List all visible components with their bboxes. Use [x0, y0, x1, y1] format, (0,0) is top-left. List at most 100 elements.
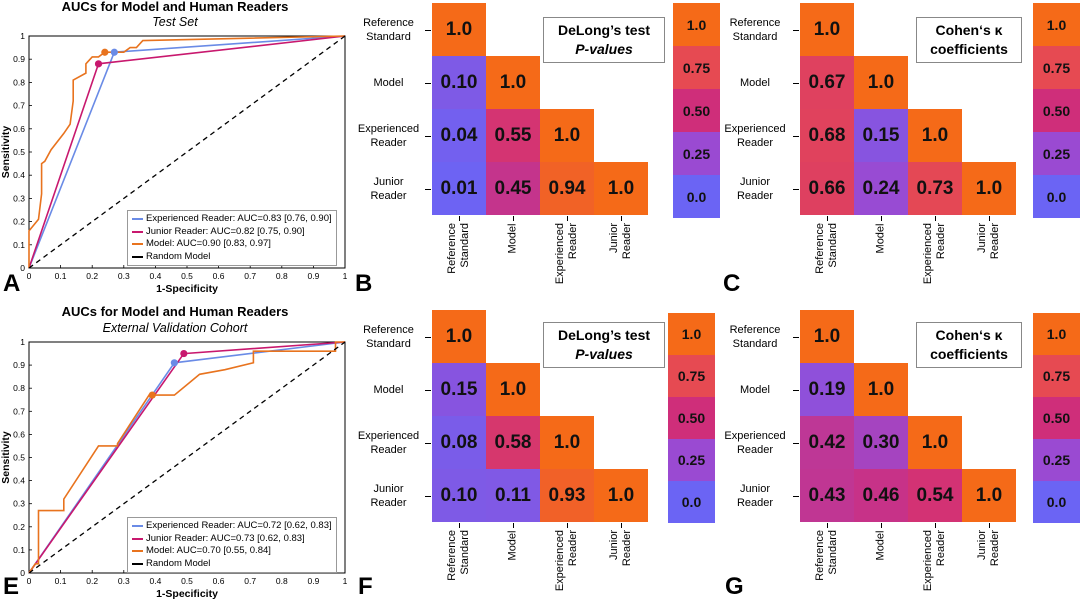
y-tick-label: 0.5: [13, 453, 25, 463]
col-label: Reference Standard: [446, 530, 472, 602]
heatmap-cell: 1.0: [962, 469, 1016, 522]
x-axis-label: 1-Specificity: [156, 283, 218, 295]
y-tick-label: 0: [20, 263, 25, 273]
row-label: Model: [355, 383, 422, 397]
row-label: Experienced Reader: [355, 429, 422, 457]
row-tick: [425, 442, 431, 444]
legend-label: Experienced Reader: AUC=0.83 [0.76, 0.90…: [146, 213, 332, 224]
y-tick-label: 0.5: [13, 147, 25, 157]
col-label-line: Junior: [608, 223, 620, 253]
operating-point-junior: [180, 349, 188, 358]
row-label-line: Experienced: [357, 122, 420, 135]
heatmap-cell: 0.19: [800, 363, 854, 416]
col-label-line: Standard: [827, 223, 839, 268]
heatmap-cell: 0.46: [854, 469, 908, 522]
legend-item-junior: Junior Reader: AUC=0.82 [0.75, 0.90]: [132, 226, 332, 239]
row-tick: [425, 495, 431, 497]
col-label: Reference Standard: [446, 223, 472, 295]
col-tick: [567, 523, 568, 528]
legend-item-experienced: Experienced Reader: AUC=0.83 [0.76, 0.90…: [132, 213, 332, 226]
operating-point-experienced: [110, 48, 118, 56]
panel-letter: G: [725, 573, 744, 600]
legend-item-random: Random Model: [132, 558, 332, 571]
legend-item-junior: Junior Reader: AUC=0.73 [0.62, 0.83]: [132, 533, 332, 546]
row-label-line: Reader: [370, 189, 407, 202]
heatmap-cell: 1.0: [800, 3, 854, 56]
row-label: Model: [355, 76, 422, 90]
panel-letter: A: [3, 270, 21, 297]
row-label: Junior Reader: [355, 175, 422, 203]
colorbar: 1.0 0.75 0.50 0.25 0.0: [673, 3, 720, 218]
x-tick-label: 0.8: [276, 576, 288, 586]
y-tick-label: 0.3: [13, 499, 25, 509]
y-tick-label: 0.7: [13, 406, 25, 416]
title-line-2: P-values: [575, 41, 633, 57]
legend-label: Experienced Reader: AUC=0.72 [0.62, 0.83…: [146, 520, 332, 531]
y-tick-label: 0.8: [13, 77, 25, 87]
y-axis-label: Sensitivity: [0, 126, 12, 179]
colorbar-segment: 0.50: [1033, 89, 1080, 132]
x-tick-label: 0.1: [55, 576, 67, 586]
row-label: Experienced Reader: [720, 122, 790, 150]
heatmap-cell: 0.55: [486, 109, 540, 162]
title-line-2: coefficients: [930, 346, 1008, 362]
x-tick-label: 0: [27, 271, 32, 281]
row-label-line: Standard: [366, 30, 411, 43]
heatmap-cell: 1.0: [486, 363, 540, 416]
x-tick-label: 0.6: [213, 576, 225, 586]
col-tick: [827, 216, 828, 221]
row-label-line: Reader: [736, 189, 774, 202]
x-tick-label: 0.5: [181, 576, 193, 586]
colorbar-segment: 0.0: [1033, 175, 1080, 218]
roc-chart-external: 0 0.1 0.2 0.3 0.4 0.5 0.6 0.7 0.8 0.9 1 0 0.1 0.2 0.3 0…: [0, 337, 348, 600]
colorbar-segment: 0.75: [673, 46, 720, 89]
col-label-line: Experienced: [922, 223, 934, 285]
row-tick: [793, 135, 799, 137]
colorbar-segment: 0.50: [1033, 397, 1080, 439]
roc-series-random: [28, 341, 346, 574]
col-tick: [935, 216, 936, 221]
colorbar-segment: 0.50: [673, 89, 720, 132]
row-label: Reference Standard: [355, 16, 422, 44]
row-label-line: Experienced: [357, 429, 420, 442]
panel-letter: F: [358, 573, 373, 600]
col-label-line: Reference: [814, 530, 826, 581]
col-label-line: Model: [506, 223, 519, 253]
colorbar-segment: 0.0: [673, 175, 720, 218]
col-tick: [513, 523, 514, 528]
heatmap-cell: 1.0: [800, 310, 854, 363]
legend-label: Random Model: [146, 557, 211, 569]
x-axis-label: 1-Specificity: [156, 588, 218, 600]
col-tick: [935, 523, 936, 528]
panel-letter: C: [723, 270, 741, 297]
roc-series-random: [28, 35, 346, 269]
heatmap-cell: 0.08: [432, 416, 486, 469]
col-label: Junior Reader: [608, 223, 634, 295]
col-tick: [567, 216, 568, 221]
legend-label: Model: AUC=0.70 [0.55, 0.84]: [146, 545, 271, 556]
row-label-line: Reader: [370, 136, 407, 149]
colorbar: 1.0 0.75 0.50 0.25 0.0: [668, 313, 715, 523]
row-label-line: Model: [373, 383, 404, 396]
x-tick-label: 0.9: [307, 271, 319, 281]
y-tick-label: 0.6: [13, 124, 25, 134]
row-label-line: Reference: [363, 323, 414, 336]
row-label: Reference Standard: [720, 323, 790, 351]
colorbar-segment: 0.75: [668, 355, 715, 397]
roc-legend: Experienced Reader: AUC=0.72 [0.62, 0.83…: [127, 517, 337, 573]
col-tick: [459, 523, 460, 528]
row-label: Model: [720, 76, 790, 90]
roc-title: AUCs for Model and Human Readers: [61, 304, 289, 319]
row-label-line: Experienced: [724, 122, 786, 135]
roc-series-model: [28, 341, 345, 574]
col-label-line: Reader: [621, 530, 633, 567]
col-label: Model: [875, 530, 888, 602]
row-label-line: Reference: [363, 16, 414, 29]
heatmap-cell: 1.0: [432, 3, 486, 56]
x-tick-label: 0: [27, 576, 32, 586]
y-tick-label: 1: [20, 31, 25, 41]
heatmap-cell: 0.01: [432, 162, 486, 215]
x-tick-label: 1: [343, 576, 348, 586]
heatmap-cell: 1.0: [432, 310, 486, 363]
legend-label: Junior Reader: AUC=0.82 [0.75, 0.90]: [146, 225, 305, 237]
